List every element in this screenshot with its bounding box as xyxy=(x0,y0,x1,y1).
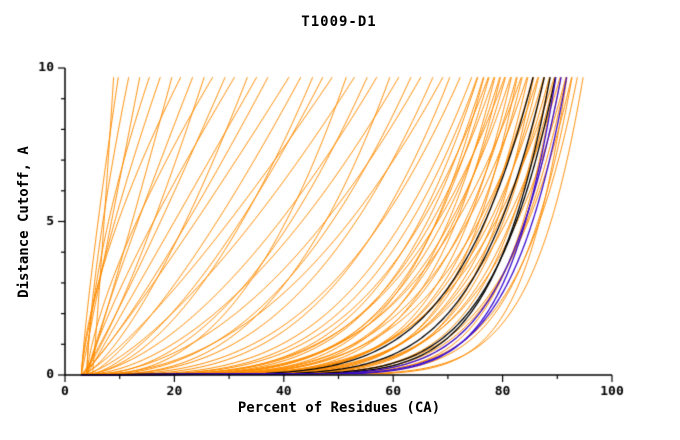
y-axis-label: Distance Cutoff, A xyxy=(16,146,32,298)
chart-title: T1009-D1 xyxy=(301,14,377,30)
x-axis-label: Percent of Residues (CA) xyxy=(237,400,441,416)
